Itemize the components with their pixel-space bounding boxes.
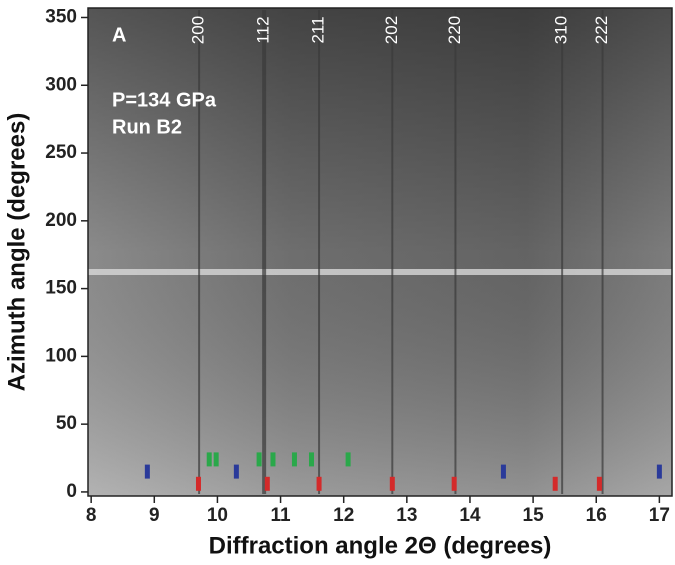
reflection-tick <box>213 452 219 467</box>
peak-label: 211 <box>309 16 328 43</box>
reflection-tick <box>308 452 314 467</box>
reflection-tick <box>316 476 322 491</box>
reflection-tick <box>389 476 395 491</box>
peak-label: 222 <box>592 16 611 44</box>
x-tick-label: 12 <box>333 505 354 526</box>
reflection-tick <box>256 452 262 467</box>
reflection-tick <box>233 464 239 479</box>
reflection-tick <box>656 464 662 479</box>
plot-area <box>87 7 673 497</box>
reflection-tick <box>500 464 506 479</box>
reflection-tick <box>195 476 201 491</box>
panel-label: A <box>112 24 126 46</box>
x-tick-label: 15 <box>523 505 545 526</box>
x-tick-label: 13 <box>396 505 417 526</box>
annotation: Run B2 <box>112 116 182 138</box>
reflection-tick <box>270 452 276 467</box>
annotation: P=134 GPa <box>112 89 217 111</box>
reflection-tick <box>264 476 270 491</box>
x-tick-label: 9 <box>149 505 160 526</box>
y-tick-label: 150 <box>45 278 77 299</box>
peak-label: 202 <box>382 16 401 44</box>
y-tick-label: 50 <box>56 413 77 434</box>
reflection-tick <box>291 452 297 467</box>
reflection-tick <box>552 476 558 491</box>
x-tick-label: 8 <box>86 505 97 526</box>
x-axis-label: Diffraction angle 2Θ (degrees) <box>209 532 552 559</box>
x-tick-label: 10 <box>207 505 228 526</box>
x-tick-label: 16 <box>586 505 607 526</box>
reflection-tick <box>206 452 212 467</box>
peak-label: 200 <box>189 16 208 44</box>
x-tick-label: 11 <box>271 505 292 526</box>
peak-label: 112 <box>254 16 273 43</box>
y-tick-label: 300 <box>45 74 77 95</box>
reflection-tick <box>451 476 457 491</box>
reflection-tick <box>144 464 150 479</box>
reflection-tick <box>345 452 351 467</box>
y-tick-label: 100 <box>45 345 77 366</box>
image-shading <box>88 8 672 496</box>
peak-label: 310 <box>552 16 571 44</box>
y-tick-label: 350 <box>45 7 77 28</box>
plot-frame <box>87 7 673 497</box>
x-tick-label: 14 <box>459 505 481 526</box>
y-tick-label: 200 <box>45 210 77 231</box>
reflection-tick <box>596 476 602 491</box>
bright-band <box>88 269 672 275</box>
y-tick-label: 0 <box>66 481 77 502</box>
x-tick-label: 17 <box>649 505 670 526</box>
y-axis-label: Azimuth angle (degrees) <box>3 113 30 392</box>
y-tick-label: 250 <box>45 142 77 163</box>
peak-label: 220 <box>445 16 464 44</box>
